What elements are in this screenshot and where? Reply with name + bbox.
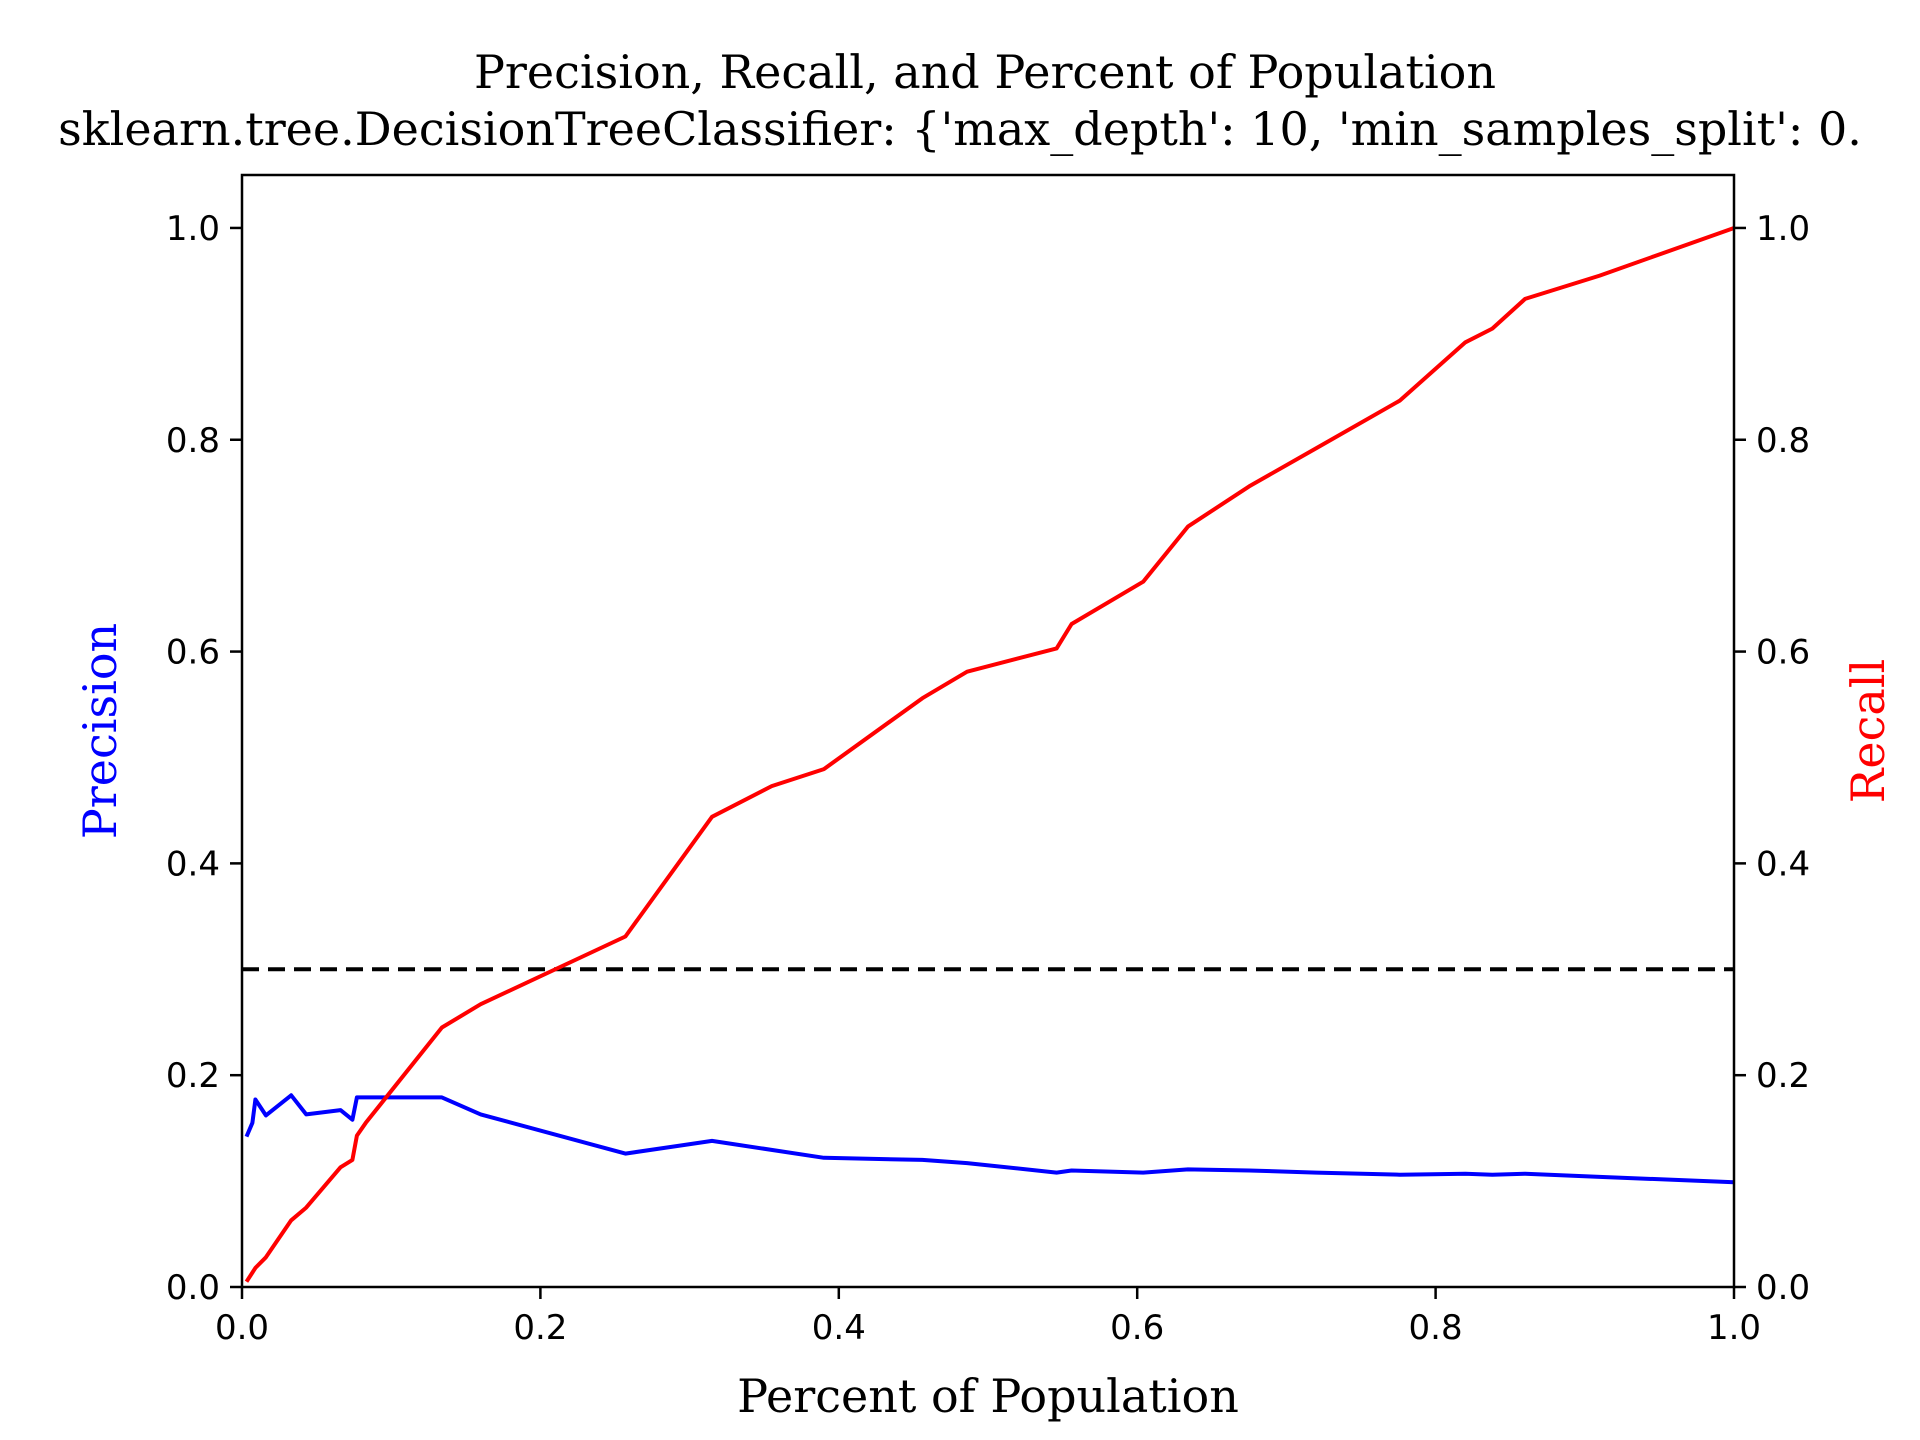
y-tick-label-left: 1.0 <box>166 209 220 249</box>
x-axis-label: Percent of Population <box>737 1369 1239 1423</box>
x-tick-label: 0.8 <box>1409 1308 1463 1348</box>
x-tick-label: 0.2 <box>513 1308 567 1348</box>
recall-line <box>244 226 1735 1283</box>
y-tick-label-right: 1.0 <box>1756 209 1810 249</box>
y-tick-label-right: 0.4 <box>1756 844 1810 884</box>
y-tick-label-left: 0.6 <box>166 633 220 673</box>
y-axis-right: 0.0 0.2 0.4 0.6 0.8 1.0 <box>1734 209 1810 1308</box>
y-tick-label-right: 0.8 <box>1756 421 1810 461</box>
x-tick-label: 0.4 <box>812 1308 866 1348</box>
y-tick-label-left: 0.4 <box>166 844 220 884</box>
chart-title: Precision, Recall, and Percent of Popula… <box>474 45 1496 99</box>
chart-subtitle: sklearn.tree.DecisionTreeClassifier: {'m… <box>58 102 1862 156</box>
plot-area <box>242 226 1735 1283</box>
y-tick-label-left: 0.2 <box>166 1056 220 1096</box>
x-tick-label: 0.0 <box>215 1308 269 1348</box>
y-tick-label-right: 0.6 <box>1756 633 1810 673</box>
y-tick-label-left: 0.8 <box>166 421 220 461</box>
x-tick-label: 0.6 <box>1110 1308 1164 1348</box>
y-axis-left: 0.0 0.2 0.4 0.6 0.8 1.0 <box>166 209 242 1308</box>
y-axis-label-left: Precision <box>73 623 127 839</box>
y-axis-label-right: Recall <box>1841 659 1895 803</box>
precision-line <box>244 1093 1735 1185</box>
y-tick-label-right: 0.2 <box>1756 1056 1810 1096</box>
x-tick-label: 1.0 <box>1707 1308 1761 1348</box>
plot-frame <box>240 173 1736 1289</box>
y-tick-label-left: 0.0 <box>166 1268 220 1308</box>
x-axis: 0.0 0.2 0.4 0.6 0.8 1.0 <box>215 1287 1761 1348</box>
y-tick-label-right: 0.0 <box>1756 1268 1810 1308</box>
